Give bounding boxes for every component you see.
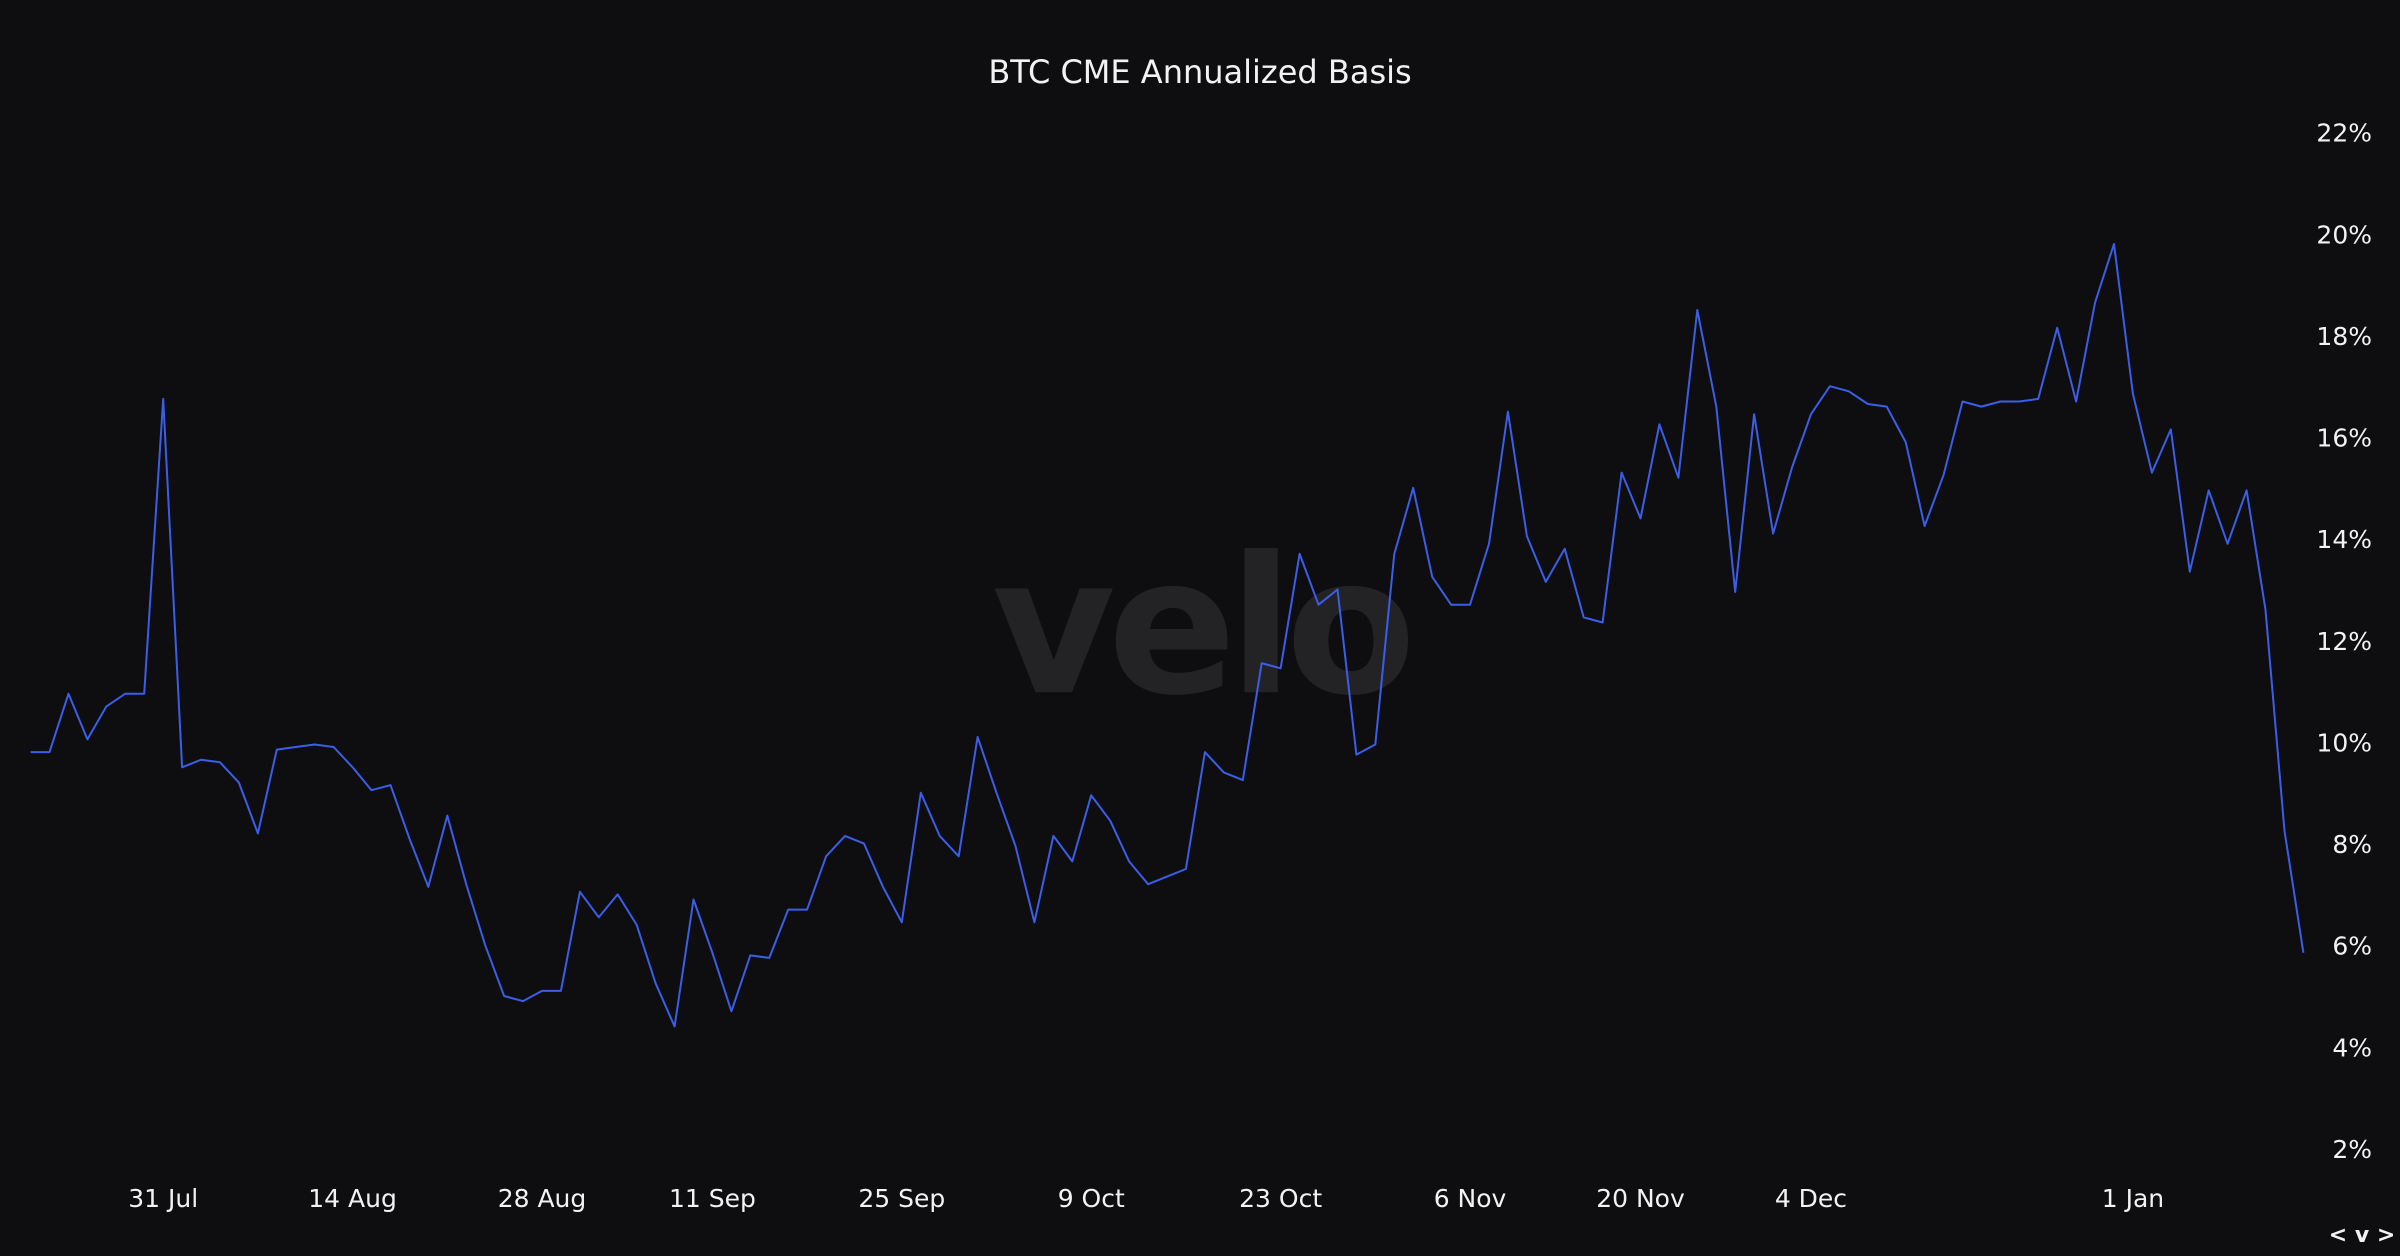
x-tick-label: 9 Oct bbox=[1058, 1184, 1125, 1213]
y-tick-label: 4% bbox=[2332, 1033, 2372, 1062]
watermark: velo bbox=[992, 516, 1409, 737]
x-tick-label: 6 Nov bbox=[1434, 1184, 1507, 1213]
y-tick-label: 22% bbox=[2316, 119, 2372, 148]
y-tick-label: 2% bbox=[2332, 1135, 2372, 1164]
x-tick-label: 28 Aug bbox=[498, 1184, 587, 1213]
x-tick-label: 25 Sep bbox=[858, 1184, 945, 1213]
x-tick-label: 4 Dec bbox=[1775, 1184, 1847, 1213]
y-tick-label: 10% bbox=[2316, 728, 2372, 757]
y-tick-label: 8% bbox=[2332, 830, 2372, 859]
x-tick-label: 20 Nov bbox=[1596, 1184, 1685, 1213]
y-tick-label: 18% bbox=[2316, 322, 2372, 351]
y-tick-label: 12% bbox=[2316, 627, 2372, 656]
y-tick-label: 6% bbox=[2332, 932, 2372, 961]
y-tick-label: 16% bbox=[2316, 424, 2372, 453]
x-tick-label: 14 Aug bbox=[308, 1184, 397, 1213]
x-tick-label: 11 Sep bbox=[669, 1184, 756, 1213]
x-tick-label: 1 Jan bbox=[2102, 1184, 2164, 1213]
y-tick-label: 14% bbox=[2316, 525, 2372, 554]
x-tick-label: 31 Jul bbox=[128, 1184, 198, 1213]
data-line bbox=[30, 243, 2305, 1028]
x-tick-label: 23 Oct bbox=[1239, 1184, 1322, 1213]
chart-title: BTC CME Annualized Basis bbox=[988, 53, 1411, 91]
nav-toggle[interactable]: < v > bbox=[2329, 1223, 2396, 1248]
y-tick-label: 20% bbox=[2316, 220, 2372, 249]
